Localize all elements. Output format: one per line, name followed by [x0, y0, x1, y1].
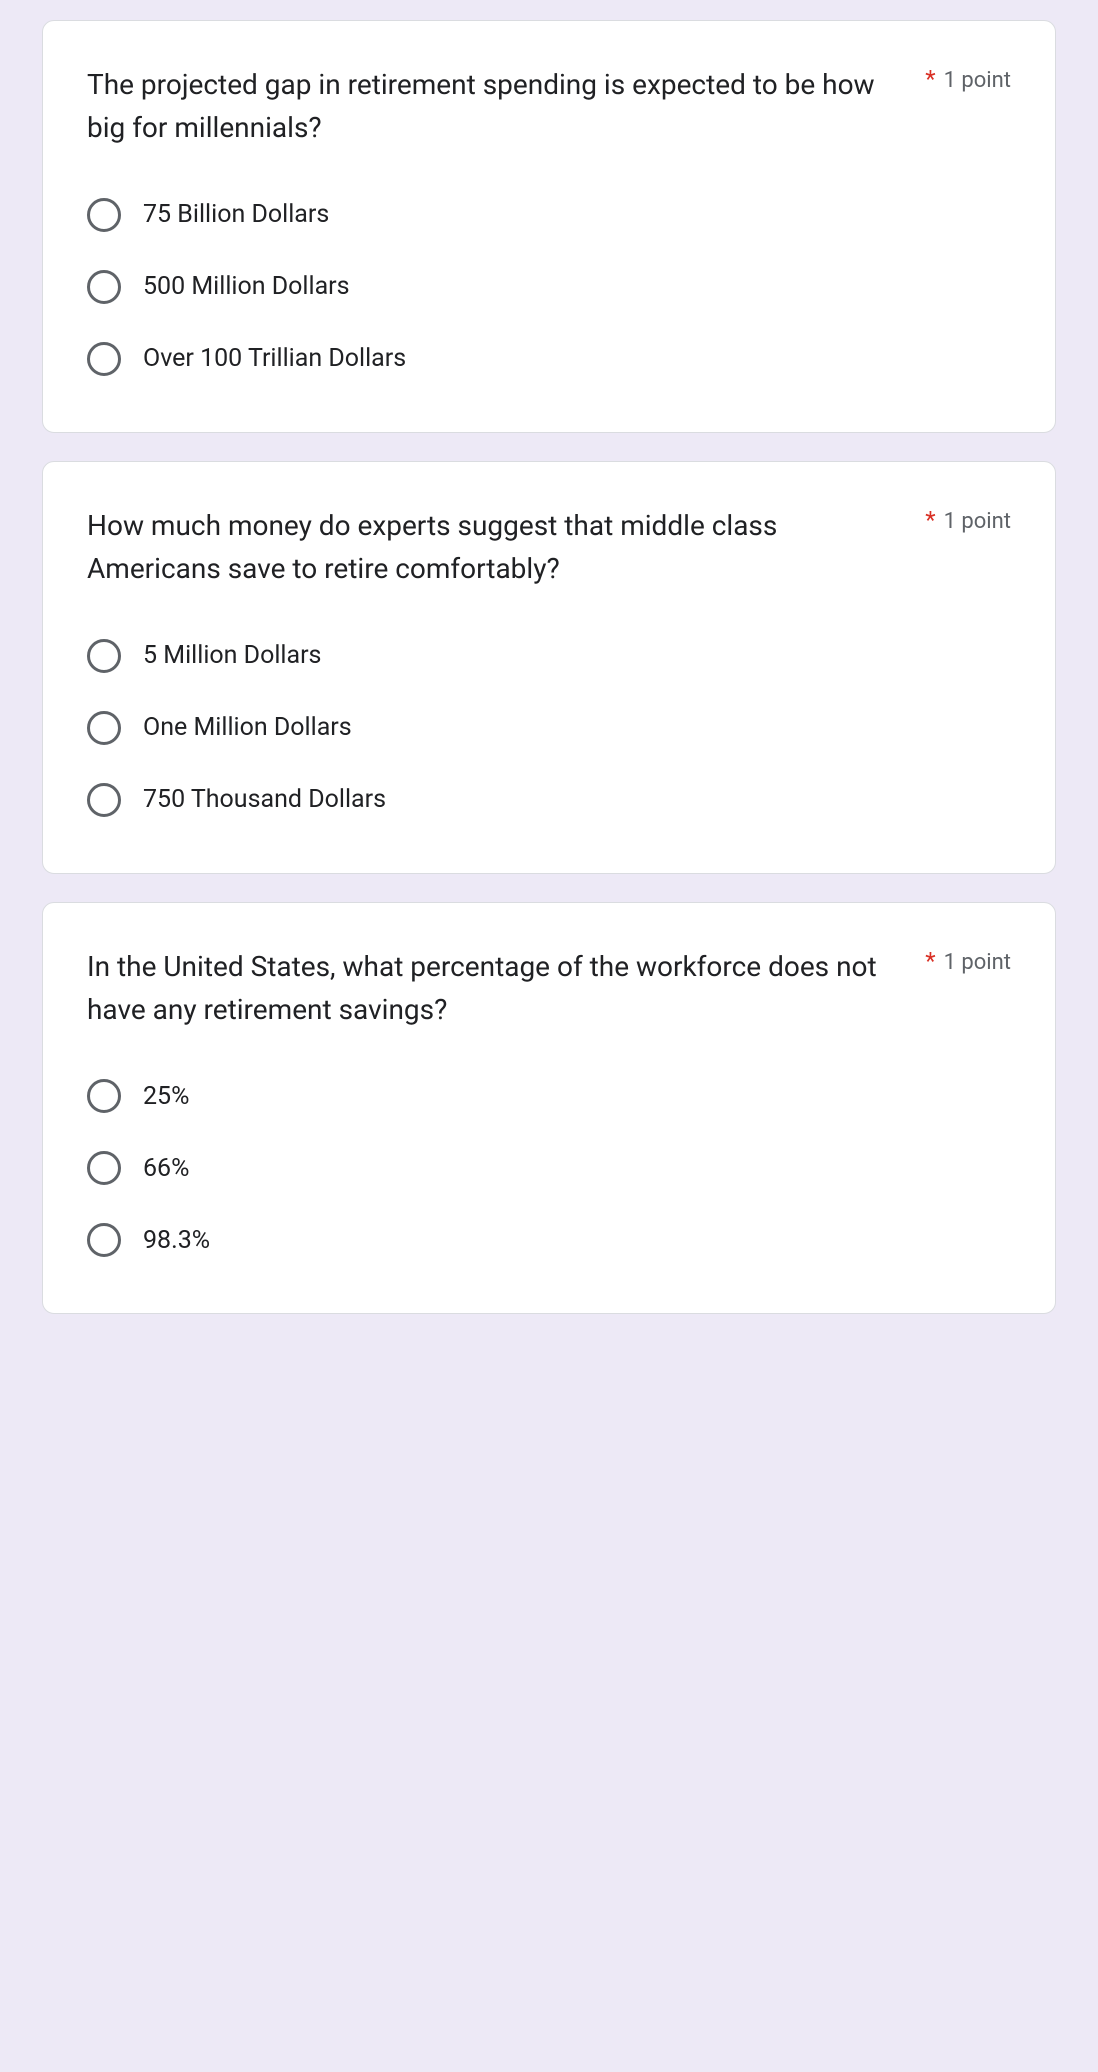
- radio-option[interactable]: 98.3%: [87, 1223, 1011, 1257]
- option-label: 750 Thousand Dollars: [143, 785, 386, 814]
- radio-option[interactable]: 66%: [87, 1151, 1011, 1185]
- option-label: 75 Billion Dollars: [143, 200, 329, 229]
- radio-option[interactable]: 25%: [87, 1079, 1011, 1113]
- options-group: 5 Million Dollars One Million Dollars 75…: [87, 639, 1011, 817]
- question-card: The projected gap in retirement spending…: [42, 20, 1056, 433]
- points-wrap: * 1 point: [925, 504, 1011, 534]
- option-label: Over 100 Trillian Dollars: [143, 344, 406, 373]
- option-label: 98.3%: [143, 1226, 210, 1255]
- radio-icon: [87, 639, 121, 673]
- radio-option[interactable]: 750 Thousand Dollars: [87, 783, 1011, 817]
- radio-icon: [87, 711, 121, 745]
- question-header: How much money do experts suggest that m…: [87, 504, 1011, 591]
- radio-option[interactable]: 5 Million Dollars: [87, 639, 1011, 673]
- required-asterisk: *: [925, 947, 935, 975]
- radio-icon: [87, 198, 121, 232]
- question-card: How much money do experts suggest that m…: [42, 461, 1056, 874]
- required-asterisk: *: [925, 65, 935, 93]
- question-header: In the United States, what percentage of…: [87, 945, 1011, 1032]
- radio-icon: [87, 783, 121, 817]
- radio-option[interactable]: 75 Billion Dollars: [87, 198, 1011, 232]
- question-text: How much money do experts suggest that m…: [87, 504, 919, 591]
- question-text: The projected gap in retirement spending…: [87, 63, 919, 150]
- radio-icon: [87, 1223, 121, 1257]
- points-wrap: * 1 point: [925, 63, 1011, 93]
- question-text: In the United States, what percentage of…: [87, 945, 919, 1032]
- radio-option[interactable]: Over 100 Trillian Dollars: [87, 342, 1011, 376]
- options-group: 25% 66% 98.3%: [87, 1079, 1011, 1257]
- points-wrap: * 1 point: [925, 945, 1011, 975]
- points-label: 1 point: [944, 509, 1011, 534]
- option-label: 25%: [143, 1082, 189, 1111]
- points-label: 1 point: [944, 68, 1011, 93]
- radio-icon: [87, 1079, 121, 1113]
- question-header: The projected gap in retirement spending…: [87, 63, 1011, 150]
- radio-icon: [87, 342, 121, 376]
- points-label: 1 point: [944, 950, 1011, 975]
- radio-icon: [87, 270, 121, 304]
- option-label: 500 Million Dollars: [143, 272, 350, 301]
- required-asterisk: *: [925, 506, 935, 534]
- option-label: 5 Million Dollars: [143, 641, 321, 670]
- radio-option[interactable]: One Million Dollars: [87, 711, 1011, 745]
- radio-option[interactable]: 500 Million Dollars: [87, 270, 1011, 304]
- option-label: 66%: [143, 1154, 189, 1183]
- radio-icon: [87, 1151, 121, 1185]
- question-card: In the United States, what percentage of…: [42, 902, 1056, 1315]
- options-group: 75 Billion Dollars 500 Million Dollars O…: [87, 198, 1011, 376]
- option-label: One Million Dollars: [143, 713, 352, 742]
